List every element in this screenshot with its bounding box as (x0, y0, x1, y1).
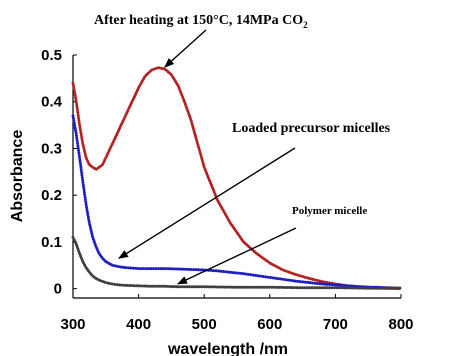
annotation-heating: After heating at 150°C, 14MPa CO2 (94, 13, 308, 30)
arrow-polymer (177, 227, 297, 285)
x-axis-title: wavelength /nm (167, 341, 288, 356)
x-tick-label-0: 300 (60, 316, 85, 333)
series-2-line (72, 236, 401, 289)
arrow-loaded (118, 147, 296, 259)
x-tick-label-5: 800 (388, 316, 413, 333)
series-1-line (72, 115, 402, 289)
arrow-heating (164, 29, 207, 68)
y-tick-label-1: 0.1 (41, 234, 62, 251)
annotation-layer: After heating at 150°C, 14MPa CO2 Loaded… (94, 13, 391, 285)
y-tick-label-3: 0.3 (41, 140, 62, 157)
x-tick-label-4: 700 (323, 316, 348, 333)
annotation-loaded: Loaded precursor micelles (232, 121, 391, 136)
x-tick-label-1: 400 (126, 316, 151, 333)
x-tick-label-2: 500 (192, 316, 217, 333)
annotation-polymer: Polymer micelle (292, 205, 367, 217)
annotation-heating-sub: 2 (303, 20, 308, 30)
y-tick-label-0: 0 (54, 281, 62, 298)
series-layer (71, 66, 403, 291)
y-tick-label-5: 0.5 (41, 47, 62, 64)
series-2 (71, 235, 403, 290)
y-tick-label-2: 0.2 (41, 187, 62, 204)
y-tick-label-4: 0.4 (41, 94, 63, 111)
y-axis-title: Absorbance (9, 130, 26, 223)
series-1 (71, 114, 403, 290)
axes: 300 400 500 600 700 800 0 0.1 0.2 0.3 0.4 0.5 (41, 47, 413, 333)
annotation-heating-main: After heating at 150°C, 14MPa CO (94, 13, 303, 28)
series-2-trace (71, 235, 403, 290)
x-tick-label-3: 600 (257, 316, 282, 333)
series-1-trace (71, 114, 403, 290)
